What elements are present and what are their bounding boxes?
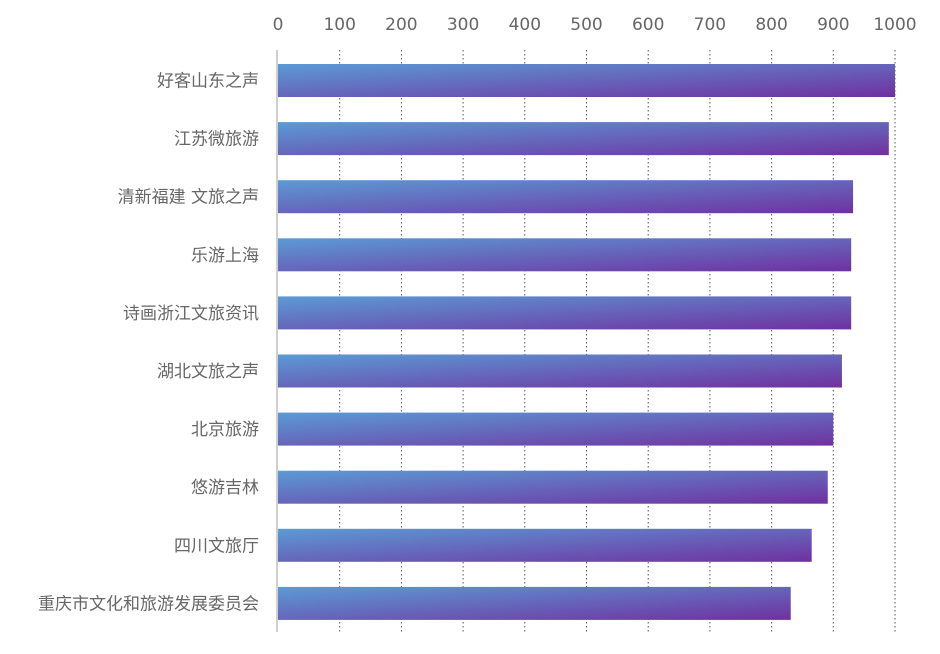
category-label: 乐游上海	[191, 246, 259, 266]
x-tick-label: 400	[509, 15, 541, 35]
bars	[278, 64, 895, 620]
category-label: 四川文旅厅	[174, 536, 259, 556]
x-tick-label: 500	[570, 15, 602, 35]
x-tick-label: 0	[273, 15, 284, 35]
bar	[278, 238, 852, 272]
category-label: 重庆市文化和旅游发展委员会	[38, 594, 259, 614]
bar	[278, 528, 812, 562]
x-tick-label: 600	[632, 15, 664, 35]
bar	[278, 64, 895, 97]
bar	[278, 122, 889, 156]
category-label: 清新福建 文旅之声	[118, 188, 259, 208]
category-label: 好客山东之声	[157, 72, 259, 92]
x-tick-label: 1000	[873, 15, 916, 35]
x-tick-label: 300	[447, 15, 479, 35]
bar	[278, 586, 791, 620]
bar	[278, 296, 852, 330]
bar	[278, 470, 828, 504]
category-label: 北京旅游	[191, 420, 259, 440]
x-tick-label: 200	[385, 15, 417, 35]
bar	[278, 412, 834, 446]
x-axis-ticks: 0 100 200 300 400 500 600 700 800 900 1000	[273, 15, 917, 35]
x-tick-label: 900	[817, 15, 849, 35]
category-label: 湖北文旅之声	[157, 362, 259, 382]
category-label: 诗画浙江文旅资讯	[123, 304, 259, 324]
category-label: 江苏微旅游	[174, 130, 259, 150]
x-tick-label: 700	[694, 15, 726, 35]
bar	[278, 354, 842, 388]
bar	[278, 180, 854, 214]
x-tick-label: 100	[323, 15, 355, 35]
category-label: 悠游吉林	[191, 478, 259, 498]
x-tick-label: 800	[755, 15, 787, 35]
